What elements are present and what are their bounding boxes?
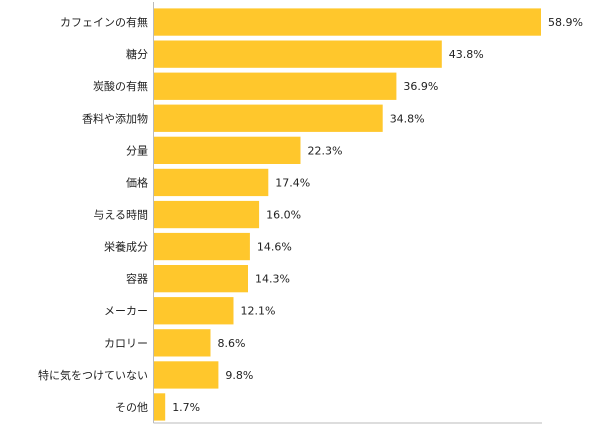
value-label-5: 17.4% xyxy=(275,176,310,189)
bars-layer xyxy=(154,8,541,421)
bar-6 xyxy=(154,200,260,229)
category-label-2: 炭酸の有無 xyxy=(93,79,148,93)
value-label-8: 14.3% xyxy=(255,273,290,286)
category-label-0: カフェインの有無 xyxy=(60,15,148,29)
bar-0 xyxy=(154,8,541,36)
bar-2 xyxy=(154,72,397,100)
value-label-7: 14.6% xyxy=(257,241,292,254)
category-label-11: 特に気をつけていない xyxy=(38,368,148,382)
bar-9 xyxy=(154,297,234,325)
bar-10 xyxy=(154,329,211,357)
value-label-6: 16.0% xyxy=(266,209,301,222)
value-label-4: 22.3% xyxy=(308,144,343,157)
category-label-3: 香料や添加物 xyxy=(82,111,148,125)
bar-8 xyxy=(154,265,248,293)
bar-4 xyxy=(154,136,301,164)
category-label-10: カロリー xyxy=(104,337,148,350)
value-label-3: 34.8% xyxy=(390,112,425,125)
category-label-1: 糖分 xyxy=(126,47,148,61)
category-label-6: 与える時間 xyxy=(93,209,148,222)
bar-11 xyxy=(154,361,219,389)
value-label-12: 1.7% xyxy=(172,401,200,414)
value-label-0: 58.9% xyxy=(548,16,583,29)
category-label-8: 容器 xyxy=(126,272,148,286)
bar-7 xyxy=(154,232,250,261)
bar-3 xyxy=(154,104,383,132)
bar-5 xyxy=(154,168,269,197)
bar-12 xyxy=(154,393,166,421)
category-label-9: メーカー xyxy=(104,305,148,318)
category-label-4: 分量 xyxy=(126,144,148,157)
labels-layer: カフェインの有無 58.9% 糖分 43.8% 炭酸の有無 36.9% 香料や添加物 34.8… xyxy=(38,15,583,414)
value-label-1: 43.8% xyxy=(449,48,484,61)
category-label-5: 価格 xyxy=(126,175,148,189)
value-label-11: 9.8% xyxy=(225,369,253,382)
category-label-12: その他 xyxy=(115,401,148,414)
value-label-9: 12.1% xyxy=(241,305,276,318)
value-label-2: 36.9% xyxy=(403,80,438,93)
category-label-7: 栄養成分 xyxy=(104,240,148,254)
value-label-10: 8.6% xyxy=(218,337,246,350)
bar-1 xyxy=(154,40,442,68)
